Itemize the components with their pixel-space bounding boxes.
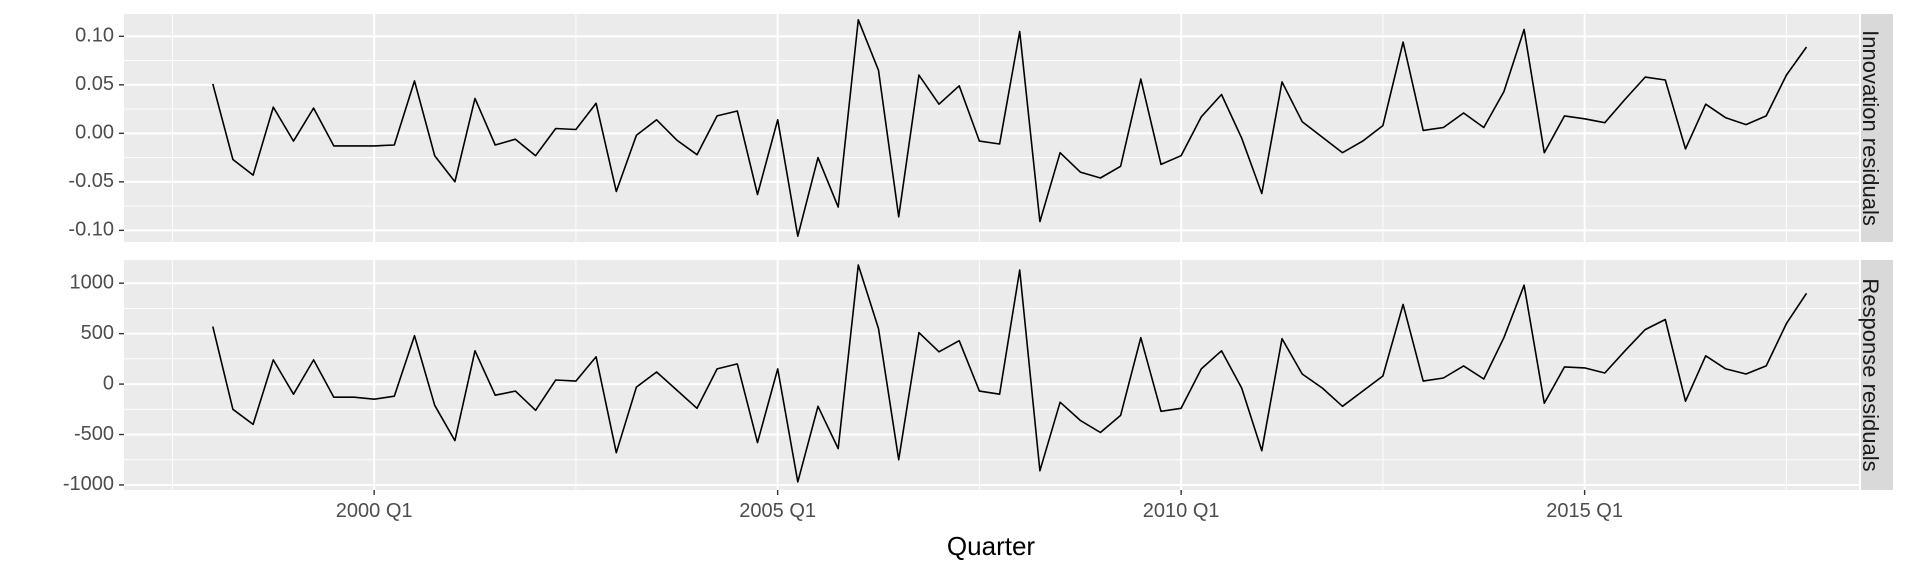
strip-response — [1861, 260, 1893, 490]
x-axis: 2000 Q1 2005 Q1 2010 Q1 2015 Q1 — [336, 490, 1623, 522]
y-tick-label: 0 — [103, 372, 114, 394]
panel-response-grid — [124, 260, 1859, 490]
innovation-residuals-line — [212, 18, 1808, 237]
y-tick-label: -500 — [74, 423, 114, 445]
y-tick-label: -0.10 — [68, 219, 114, 241]
strip-response-label: Response residuals — [1858, 278, 1883, 471]
panel-response: Response residuals 1000 500 0 -500 -1000 — [63, 260, 1893, 495]
y-tick-label: 1000 — [70, 271, 115, 293]
x-tick-label: 2005 Q1 — [739, 500, 816, 522]
panel-innovation-background — [124, 14, 1859, 242]
panel-response-y-axis: 1000 500 0 -500 -1000 — [63, 271, 124, 495]
x-tick-label: 2010 Q1 — [1143, 500, 1220, 522]
x-tick-label: 2015 Q1 — [1546, 500, 1623, 522]
y-tick-label: 0.05 — [75, 73, 114, 95]
x-axis-title: Quarter — [947, 531, 1035, 561]
panel-innovation: Innovation residuals 0.10 0.05 0.00 -0.05 -0… — [68, 14, 1893, 242]
y-tick-label: -1000 — [63, 473, 114, 495]
strip-innovation-label: Innovation residuals — [1858, 30, 1883, 226]
strip-innovation — [1861, 14, 1893, 242]
x-tick-label: 2000 Q1 — [336, 500, 413, 522]
y-tick-label: 500 — [81, 322, 114, 344]
y-tick-label: 0.00 — [75, 122, 114, 144]
panel-innovation-y-axis: 0.10 0.05 0.00 -0.05 -0.10 — [68, 25, 124, 241]
response-residuals-line — [212, 264, 1808, 483]
y-tick-label: -0.05 — [68, 170, 114, 192]
y-tick-label: 0.10 — [75, 25, 114, 47]
panel-response-background — [124, 260, 1859, 490]
